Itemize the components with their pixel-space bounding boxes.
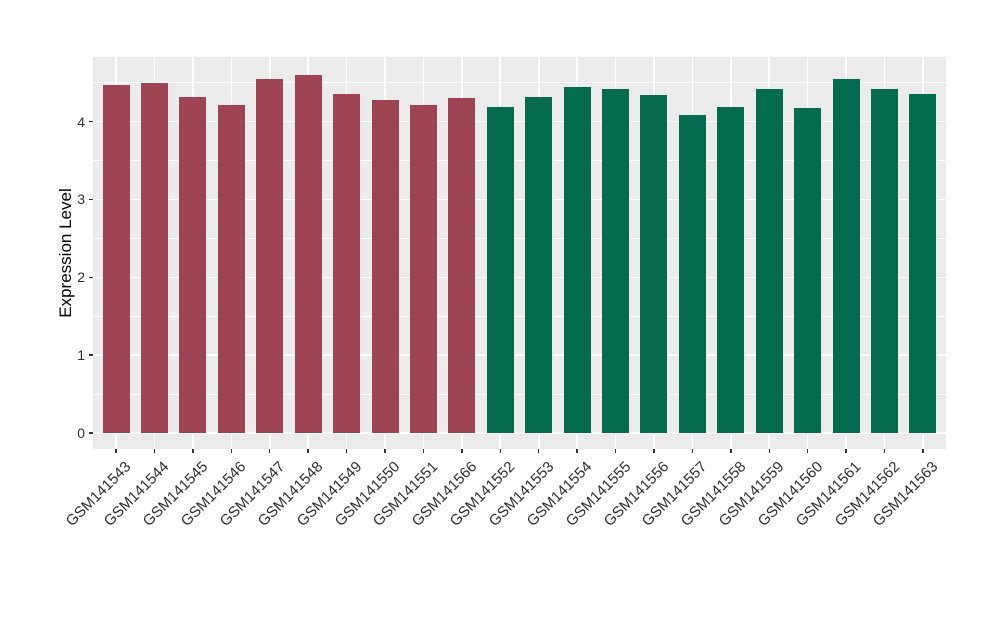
x-axis-tick [115, 449, 117, 453]
x-axis-tick [384, 449, 386, 453]
x-axis-tick [691, 449, 694, 453]
x-axis-tick [614, 449, 617, 453]
h-gridline-major [93, 354, 946, 356]
h-gridline-minor [93, 237, 946, 239]
bar-GSM141543 [102, 85, 130, 433]
x-axis-tick [768, 449, 770, 453]
bar-GSM141549 [333, 93, 361, 433]
y-axis-tick [89, 432, 93, 434]
x-axis-tick [499, 449, 502, 453]
bar-GSM141546 [217, 104, 245, 433]
bar-GSM141550 [371, 99, 399, 433]
bar-GSM141544 [140, 83, 168, 433]
x-axis-tick [537, 449, 540, 453]
plot-panel [93, 57, 946, 449]
bar-GSM141545 [179, 96, 207, 433]
h-gridline-minor [93, 393, 946, 395]
bar-GSM141548 [294, 74, 322, 433]
bar-GSM141553 [525, 97, 553, 433]
y-axis-tick [89, 354, 93, 356]
x-axis-tick [230, 449, 233, 453]
x-axis-tick [461, 449, 463, 453]
x-axis-tick [730, 449, 732, 453]
h-gridline-major [93, 120, 946, 123]
y-axis-tick-label: 3 [77, 191, 85, 208]
bar-GSM141559 [755, 88, 783, 433]
bar-GSM141558 [717, 106, 745, 433]
h-gridline-major [93, 198, 946, 201]
x-axis-tick [653, 449, 655, 453]
h-gridline-major [93, 276, 946, 279]
bar-GSM141561 [832, 78, 860, 433]
h-gridline-minor [93, 160, 946, 162]
h-gridline-minor [93, 82, 946, 84]
h-gridline-major [93, 432, 946, 434]
x-axis-tick [307, 449, 309, 453]
bar-GSM141552 [486, 106, 514, 433]
bar-GSM141562 [871, 88, 899, 433]
x-axis-tick [845, 449, 847, 453]
y-axis-title: Expression Level [56, 188, 75, 318]
bar-GSM141547 [256, 78, 284, 433]
x-axis-tick [806, 449, 809, 453]
x-axis-tick [192, 449, 194, 453]
bar-GSM141556 [640, 95, 668, 433]
plot-area: Expression Level 0 1 2 3 4 GSM141543 GSM141544… [56, 57, 946, 530]
x-axis-tick [576, 449, 578, 453]
x-axis-tick [422, 449, 425, 453]
y-axis-tick [89, 120, 93, 123]
bar-GSM141555 [602, 88, 630, 433]
x-axis-tick [345, 449, 348, 453]
bar-GSM141554 [563, 86, 591, 433]
bar-GSM141557 [678, 115, 706, 433]
x-axis-tick [922, 449, 924, 453]
x-axis-tick [268, 449, 271, 453]
y-axis-tick-label: 4 [77, 113, 85, 130]
x-axis-tick [153, 449, 156, 453]
bar-GSM141563 [909, 93, 937, 433]
y-axis-tick-label: 0 [77, 425, 85, 441]
bar-GSM141551 [409, 105, 437, 433]
h-gridline-minor [93, 315, 946, 317]
bar-GSM141560 [794, 107, 822, 433]
y-axis-tick-label: 1 [77, 347, 85, 364]
y-axis-tick [89, 276, 93, 279]
y-axis-tick [89, 198, 93, 201]
y-axis-tick-label: 2 [77, 269, 85, 286]
bar-GSM141566 [448, 98, 476, 433]
x-axis-tick [883, 449, 886, 453]
